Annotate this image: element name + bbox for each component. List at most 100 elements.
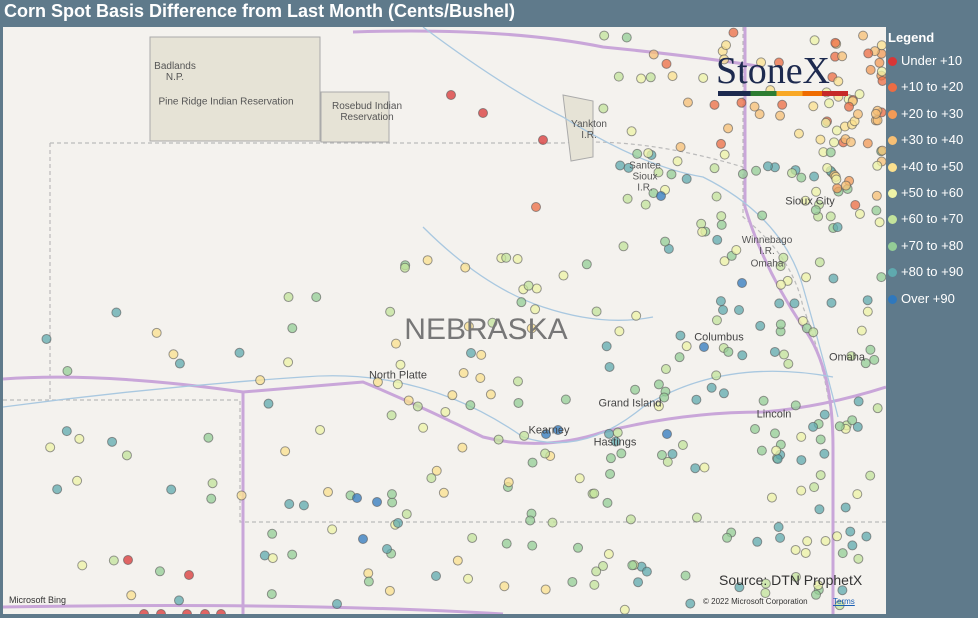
station-dot[interactable]: [824, 98, 835, 109]
station-dot[interactable]: [737, 168, 748, 179]
station-dot[interactable]: [184, 570, 194, 580]
station-dot[interactable]: [403, 395, 414, 406]
station-dot[interactable]: [876, 272, 886, 283]
station-dot[interactable]: [478, 108, 488, 118]
station-dot[interactable]: [203, 432, 214, 443]
station-dot[interactable]: [831, 174, 842, 185]
station-dot[interactable]: [458, 368, 469, 379]
station-dot[interactable]: [719, 256, 730, 267]
station-dot[interactable]: [820, 117, 831, 128]
station-dot[interactable]: [126, 590, 137, 601]
station-dot[interactable]: [830, 37, 841, 48]
station-dot[interactable]: [751, 165, 762, 176]
station-dot[interactable]: [460, 262, 471, 273]
station-dot[interactable]: [667, 449, 678, 460]
station-dot[interactable]: [691, 512, 702, 523]
station-dot[interactable]: [581, 259, 592, 270]
station-dot[interactable]: [589, 579, 600, 590]
station-dot[interactable]: [837, 548, 848, 559]
station-dot[interactable]: [758, 395, 769, 406]
station-dot[interactable]: [266, 589, 277, 600]
station-dot[interactable]: [840, 180, 851, 191]
station-dot[interactable]: [819, 448, 830, 459]
station-dot[interactable]: [538, 135, 548, 145]
station-dot[interactable]: [107, 436, 118, 447]
station-dot[interactable]: [719, 149, 730, 160]
station-dot[interactable]: [871, 190, 882, 201]
station-dot[interactable]: [850, 199, 861, 210]
station-dot[interactable]: [623, 162, 634, 173]
station-dot[interactable]: [619, 604, 630, 614]
station-dot[interactable]: [769, 346, 780, 357]
station-dot[interactable]: [363, 576, 374, 587]
station-dot[interactable]: [796, 485, 807, 496]
station-dot[interactable]: [395, 359, 406, 370]
station-dot[interactable]: [603, 549, 614, 560]
station-dot[interactable]: [527, 457, 538, 468]
station-dot[interactable]: [412, 401, 423, 412]
station-dot[interactable]: [809, 35, 820, 46]
station-dot[interactable]: [447, 390, 458, 401]
station-dot[interactable]: [796, 431, 807, 442]
station-dot[interactable]: [519, 430, 530, 441]
station-dot[interactable]: [677, 440, 688, 451]
legend-item[interactable]: Under +10: [888, 53, 962, 68]
legend-item[interactable]: +80 to +90: [888, 264, 963, 279]
station-dot[interactable]: [610, 436, 621, 447]
station-dot[interactable]: [790, 544, 801, 555]
station-dot[interactable]: [796, 172, 807, 183]
station-dot[interactable]: [853, 396, 864, 407]
station-dot[interactable]: [287, 549, 298, 560]
station-dot[interactable]: [61, 426, 72, 437]
station-dot[interactable]: [327, 524, 338, 535]
station-dot[interactable]: [834, 421, 845, 432]
station-dot[interactable]: [690, 463, 701, 474]
station-dot[interactable]: [174, 358, 185, 369]
station-dot[interactable]: [814, 504, 825, 515]
station-dot[interactable]: [847, 415, 858, 426]
station-dot[interactable]: [775, 279, 786, 290]
station-dot[interactable]: [633, 577, 644, 588]
station-dot[interactable]: [837, 585, 848, 596]
station-dot[interactable]: [685, 598, 696, 609]
station-dot[interactable]: [643, 148, 654, 159]
station-dot[interactable]: [718, 388, 729, 399]
legend-item[interactable]: +60 to +70: [888, 211, 963, 226]
station-dot[interactable]: [467, 532, 478, 543]
station-dot[interactable]: [845, 137, 856, 148]
station-dot[interactable]: [790, 400, 801, 411]
station-dot[interactable]: [660, 364, 671, 375]
station-dot[interactable]: [731, 244, 742, 255]
station-dot[interactable]: [858, 30, 869, 41]
station-dot[interactable]: [709, 163, 720, 174]
station-dot[interactable]: [72, 475, 83, 486]
station-dot[interactable]: [779, 349, 790, 360]
station-dot[interactable]: [682, 97, 693, 108]
station-dot[interactable]: [527, 540, 538, 551]
legend-item[interactable]: +70 to +80: [888, 238, 963, 253]
station-dot[interactable]: [151, 327, 162, 338]
station-dot[interactable]: [540, 584, 551, 595]
station-dot[interactable]: [52, 484, 63, 495]
station-dot[interactable]: [691, 394, 702, 405]
station-dot[interactable]: [847, 540, 858, 551]
station-dot[interactable]: [41, 333, 52, 344]
station-dot[interactable]: [283, 357, 294, 368]
station-dot[interactable]: [267, 528, 278, 539]
station-dot[interactable]: [777, 99, 788, 110]
station-dot[interactable]: [74, 433, 85, 444]
station-dot[interactable]: [815, 470, 826, 481]
station-dot[interactable]: [121, 450, 132, 461]
station-dot[interactable]: [640, 199, 651, 210]
station-dot[interactable]: [773, 521, 784, 532]
station-dot[interactable]: [825, 147, 836, 158]
station-dot[interactable]: [385, 306, 396, 317]
station-dot[interactable]: [786, 168, 797, 179]
station-dot[interactable]: [236, 490, 247, 501]
station-dot[interactable]: [516, 297, 527, 308]
station-dot[interactable]: [709, 99, 720, 110]
station-dot[interactable]: [111, 307, 122, 318]
station-dot[interactable]: [852, 421, 863, 432]
station-dot[interactable]: [775, 110, 786, 121]
station-dot[interactable]: [591, 566, 602, 577]
